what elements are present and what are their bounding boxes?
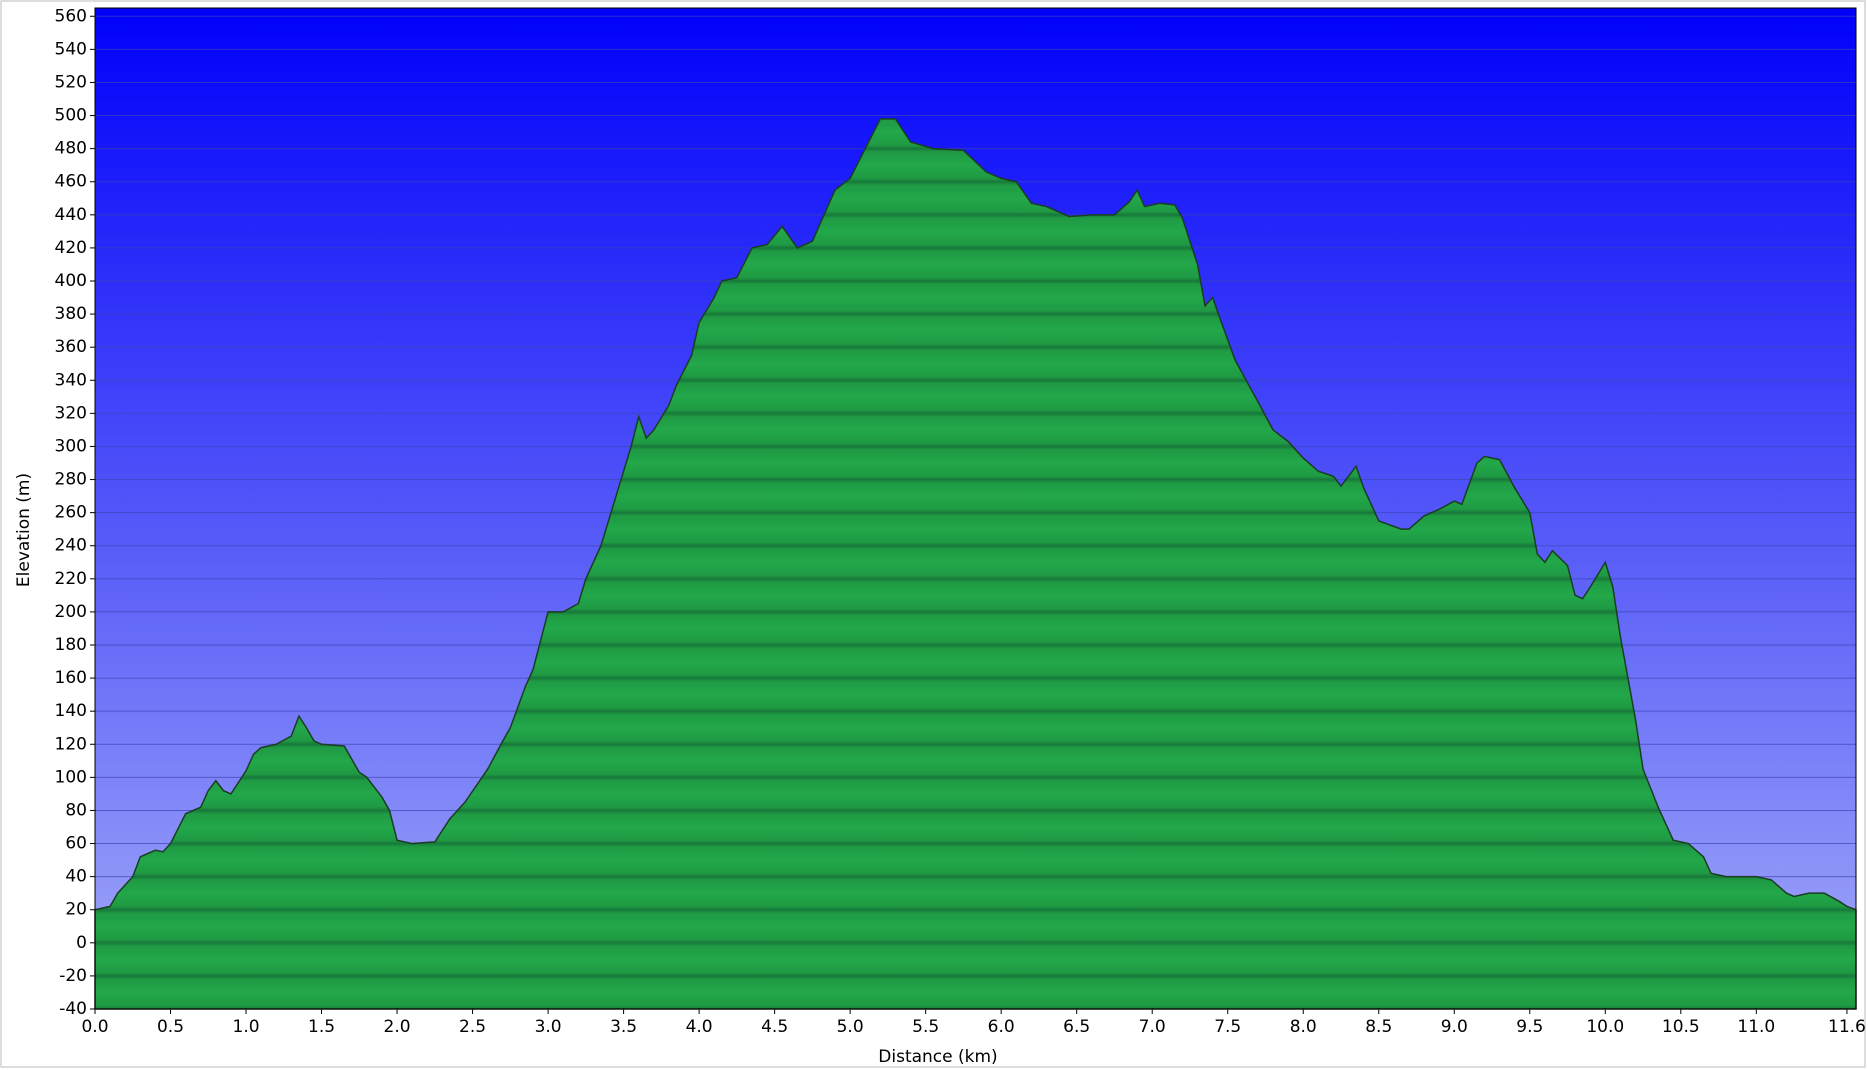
x-tick-label: 6.0 [988,1017,1015,1037]
y-tick-label: 440 [55,205,87,225]
x-tick-label: 5.0 [837,1017,864,1037]
y-tick-label: 520 [55,72,87,92]
y-tick-label: 220 [55,569,87,589]
y-tick-label: 320 [55,403,87,423]
x-tick-label: 11.6 [1828,1017,1866,1037]
x-tick-label: 0.0 [81,1017,108,1037]
y-axis-label: Elevation (m) [14,473,34,587]
x-tick-label: 4.5 [761,1017,788,1037]
x-tick-label: 3.5 [610,1017,637,1037]
y-tick-label: 180 [55,635,87,655]
y-tick-label: -20 [59,966,87,986]
y-tick-label: 0 [76,933,87,953]
x-tick-label: 10.0 [1586,1017,1624,1037]
y-tick-label: 40 [65,867,87,887]
y-tick-label: 120 [55,734,87,754]
elevation-area [94,118,1857,1010]
y-tick-label: 280 [55,470,87,490]
x-tick-label: 8.0 [1290,1017,1317,1037]
y-tick-label: 80 [65,800,87,820]
y-tick-label: 460 [55,172,87,192]
x-tick-label: 9.5 [1516,1017,1543,1037]
y-tick-label: 420 [55,238,87,258]
x-tick-label: 0.5 [157,1017,184,1037]
y-tick-label: 200 [55,602,87,622]
y-tick-label: -40 [59,999,87,1019]
x-tick-label: 1.5 [308,1017,335,1037]
x-tick-label: 11.0 [1737,1017,1775,1037]
y-tick-label: 500 [55,106,87,126]
x-tick-label: 4.0 [686,1017,713,1037]
y-tick-label: 240 [55,536,87,556]
x-tick-label: 5.5 [912,1017,939,1037]
y-tick-label: 480 [55,139,87,159]
x-tick-label: 3.0 [535,1017,562,1037]
plot-border [94,7,1857,1010]
x-tick-label: 10.5 [1662,1017,1700,1037]
x-tick-label: 6.5 [1063,1017,1090,1037]
y-tick-label: 160 [55,668,87,688]
x-tick-label: 2.0 [384,1017,411,1037]
x-tick-label: 2.5 [459,1017,486,1037]
y-tick-label: 340 [55,370,87,390]
x-tick-label: 8.5 [1365,1017,1392,1037]
y-tick-label: 140 [55,701,87,721]
x-tick-label: 9.0 [1441,1017,1468,1037]
y-tick-label: 540 [55,39,87,59]
y-tick-label: 400 [55,271,87,291]
y-tick-label: 380 [55,304,87,324]
x-axis-label: Distance (km) [878,1047,997,1067]
y-tick-label: 360 [55,337,87,357]
x-tick-label: 7.5 [1214,1017,1241,1037]
y-tick-label: 100 [55,767,87,787]
x-tick-label: 7.0 [1139,1017,1166,1037]
y-tick-label: 300 [55,436,87,456]
y-tick-label: 60 [65,834,87,854]
y-tick-label: 260 [55,503,87,523]
y-tick-label: 20 [65,900,87,920]
x-tick-label: 1.0 [233,1017,260,1037]
y-tick-label: 560 [55,6,87,26]
